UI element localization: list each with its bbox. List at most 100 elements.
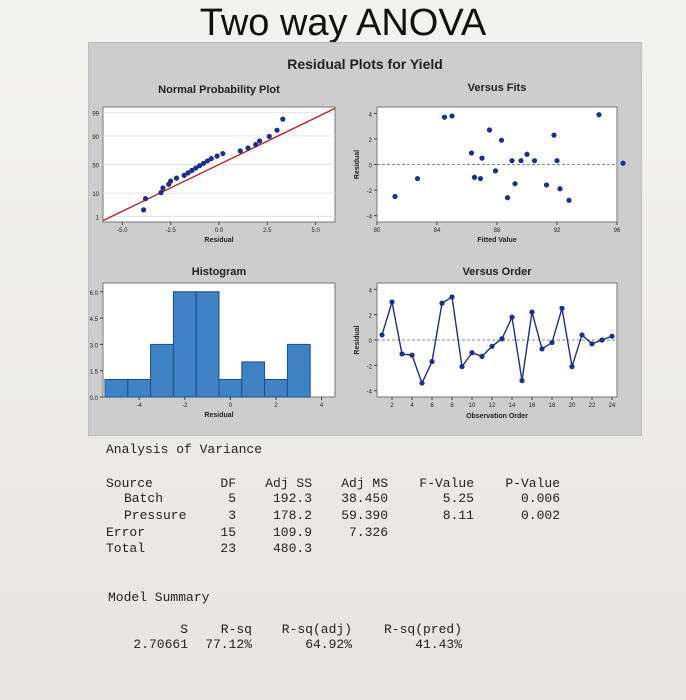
anova-adj-ms: 7.326: [348, 525, 388, 540]
anova-f-value: 8.11: [442, 508, 474, 523]
fits-y-tick-label: -4: [367, 215, 373, 221]
histogram-y-tick-label: 6.0: [90, 291, 99, 297]
anova-source: Error: [106, 525, 146, 540]
normal-point: [168, 178, 174, 184]
normal-point: [253, 142, 259, 148]
order-x-tick-label: 6: [430, 403, 434, 409]
histogram-y-tick-label: 1.5: [90, 370, 99, 376]
anova-heading: Analysis of Variance: [106, 442, 263, 457]
fits-point: [566, 197, 572, 203]
order-point: [379, 332, 385, 338]
fits-point: [477, 175, 484, 182]
normal-point: [141, 207, 147, 213]
residual-plots-title: Residual Plots for Yield: [287, 56, 443, 72]
model-summary-header-rsq: R-sq: [220, 622, 252, 637]
model-summary-heading: Model Summary: [108, 590, 210, 605]
order-point: [499, 336, 505, 342]
anova-adj-ms: 59.390: [341, 508, 388, 523]
normal-x-tick-label: 5.0: [311, 228, 320, 234]
order-point: [449, 294, 455, 300]
order-point: [589, 341, 595, 347]
fits-point: [596, 112, 602, 118]
anova-df: 5: [228, 491, 236, 506]
order-point: [479, 353, 485, 360]
fits-point: [512, 181, 518, 187]
model-summary-s-value: 2.70661: [133, 637, 188, 652]
anova-adj-ss: 192.3: [272, 491, 312, 506]
normal-x-tick-label: -2.5: [165, 228, 176, 234]
order-y-tick-label: -2: [367, 364, 373, 370]
order-x-tick-label: 16: [529, 403, 536, 409]
fits-point: [414, 175, 421, 182]
order-x-tick-label: 10: [469, 403, 476, 409]
order-point: [399, 351, 405, 357]
order-point: [439, 300, 445, 306]
fits-point: [441, 114, 448, 120]
normal-point: [237, 148, 243, 154]
normal-x-tick-label: 2.5: [263, 228, 272, 234]
anova-header-df: DF: [220, 476, 236, 491]
anova-source: Total: [106, 541, 146, 556]
order-point: [409, 352, 415, 358]
anova-source: Batch: [124, 491, 164, 506]
histogram-x-tick-label: 0: [229, 403, 233, 409]
normal-point: [160, 185, 166, 191]
fits-x-tick-label: 96: [614, 228, 621, 234]
normal-y-tick-label: 99: [92, 112, 99, 118]
anova-header-adj-ms: Adj MS: [341, 476, 388, 491]
histogram-bar: [286, 343, 311, 398]
normal-point: [280, 116, 286, 122]
anova-f-value: 5.25: [442, 491, 474, 506]
normal-x-tick-label: -5.0: [117, 228, 128, 234]
order-y-tick-label: -4: [367, 390, 373, 396]
anova-adj-ss: 109.9: [272, 525, 312, 540]
order-y-tick-label: 2: [369, 314, 373, 320]
anova-adj-ms: 38.450: [341, 491, 388, 506]
order-x-tick-label: 14: [509, 403, 516, 409]
anova-adj-ss: 480.3: [272, 541, 312, 556]
order-x-tick-label: 24: [609, 403, 616, 409]
normal-plot-title: Normal Probability Plot: [158, 84, 280, 96]
normal-point: [181, 172, 187, 178]
histogram-x-tick-label: 4: [320, 403, 324, 409]
anova-header-source: Source: [106, 476, 153, 491]
fits-point: [504, 195, 511, 201]
order-point: [469, 350, 475, 356]
order-y-tick-label: 0: [369, 339, 373, 345]
fits-point: [531, 158, 538, 164]
fits-point: [518, 158, 524, 164]
fits-point: [554, 158, 560, 164]
normal-point: [142, 196, 149, 202]
anova-p-value: 0.002: [520, 508, 560, 523]
model-summary-rsq-pred-value: 41.43%: [415, 637, 462, 652]
anova-df: 23: [220, 541, 236, 556]
order-y-label: Residual: [354, 325, 361, 354]
normal-point: [158, 190, 164, 196]
order-x-tick-label: 12: [489, 403, 496, 409]
normal-y-tick-label: 90: [92, 135, 99, 141]
fits-x-label: Fitted Value: [477, 237, 516, 244]
anova-p-value: 0.006: [520, 491, 560, 506]
order-y-tick-label: 4: [369, 288, 373, 294]
anova-header-p-value: P-Value: [505, 476, 560, 491]
model-summary-header-rsq-adj: R-sq(adj): [281, 622, 352, 637]
fits-y-tick-label: 2: [369, 138, 373, 144]
normal-point: [193, 165, 199, 171]
fits-y-tick-label: 0: [369, 164, 373, 170]
order-point: [509, 314, 515, 320]
normal-point: [197, 163, 203, 169]
fits-plot-title: Versus Fits: [468, 82, 527, 94]
fits-point: [620, 160, 626, 166]
histogram-bar: [195, 291, 220, 398]
normal-x-label: Residual: [204, 237, 233, 244]
fits-point: [486, 127, 493, 133]
anova-df: 15: [220, 525, 236, 540]
normal-x-tick-label: 0.0: [215, 228, 224, 234]
order-point: [559, 305, 565, 311]
fits-x-tick-label: 88: [494, 228, 501, 234]
normal-y-tick-label: 50: [92, 164, 99, 170]
normal-point: [173, 175, 180, 181]
order-point: [459, 364, 465, 370]
order-x-tick-label: 20: [569, 403, 576, 409]
